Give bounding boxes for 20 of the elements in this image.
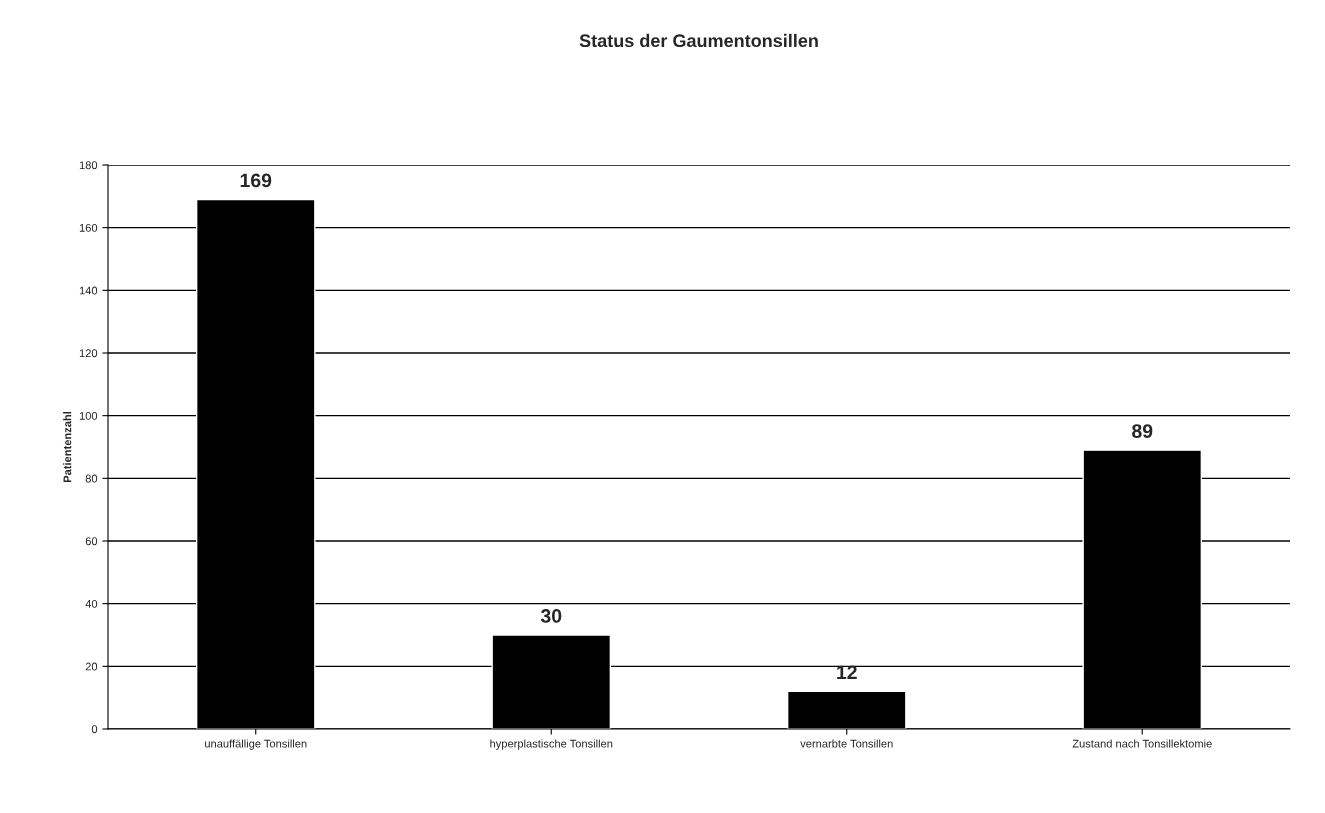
x-tick-label: unauffällige Tonsillen [205,739,307,750]
data-label: 169 [240,173,272,188]
y-tick-label: 100 [79,411,98,420]
y-tick-label: 20 [85,662,98,671]
y-tick-label: 60 [85,537,98,546]
y-tick-label: 0 [91,725,98,734]
y-tick-label: 140 [79,286,98,295]
y-tick-label: 160 [79,223,98,232]
data-label: 12 [837,665,857,680]
x-tick-label: Zustand nach Tonsillektomie [1072,739,1212,748]
y-axis-title: Patientenzahl [63,411,72,483]
x-tick-label: vernarbte Tonsillen [800,739,893,748]
chart-title: Status der Gaumentonsillen [579,33,818,48]
y-tick-label: 180 [79,161,98,170]
data-label: 30 [540,609,562,623]
y-tick-label: 120 [79,349,98,358]
x-tick-label: hyperplastische Tonsillen [490,739,613,750]
y-tick-label: 80 [85,474,98,483]
y-tick-label: 40 [85,599,98,608]
data-label: 89 [1132,424,1153,438]
